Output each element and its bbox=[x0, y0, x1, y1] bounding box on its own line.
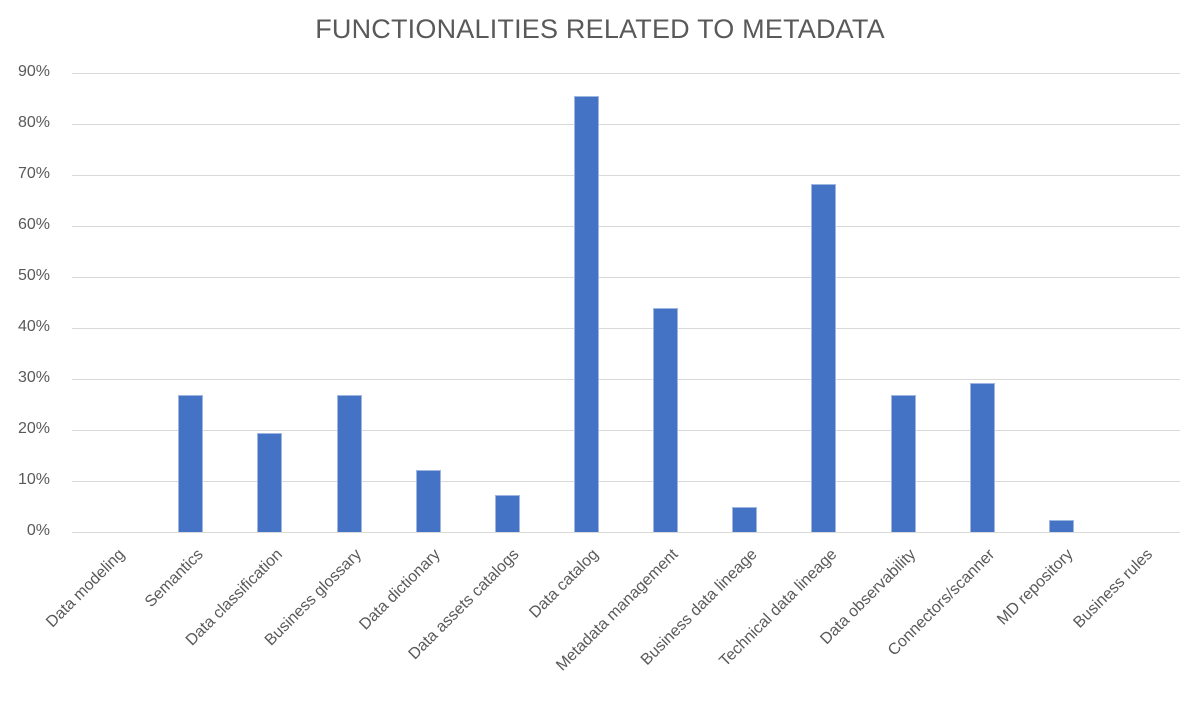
y-tick-label: 0% bbox=[26, 522, 50, 539]
x-tick-label: Data modeling bbox=[42, 546, 128, 631]
bar bbox=[336, 395, 362, 532]
y-tick-label: 60% bbox=[17, 216, 50, 233]
gridline bbox=[72, 532, 1180, 533]
bar bbox=[811, 183, 837, 532]
gridline bbox=[72, 277, 1180, 278]
x-tick-label: Semantics bbox=[141, 546, 207, 611]
bar bbox=[178, 395, 204, 532]
bar bbox=[969, 382, 995, 532]
bar bbox=[415, 469, 441, 532]
y-tick-label: 10% bbox=[17, 471, 50, 488]
x-tick-label: Data catalog bbox=[526, 546, 603, 622]
gridline bbox=[72, 481, 1180, 482]
y-tick-label: 80% bbox=[17, 114, 50, 131]
bar bbox=[494, 494, 520, 532]
gridline bbox=[72, 73, 1180, 74]
gridline bbox=[72, 175, 1180, 176]
gridline bbox=[72, 226, 1180, 227]
x-tick-label: Data dictionary bbox=[356, 546, 444, 634]
gridline bbox=[72, 328, 1180, 329]
y-tick-label: 70% bbox=[17, 165, 50, 182]
y-tick-label: 20% bbox=[17, 420, 50, 437]
x-tick-label: Business rules bbox=[1070, 546, 1157, 632]
y-tick-label: 50% bbox=[17, 267, 50, 284]
gridline bbox=[72, 124, 1180, 125]
bar bbox=[890, 395, 916, 532]
bar bbox=[257, 432, 283, 532]
bar bbox=[653, 308, 679, 532]
bar bbox=[1048, 519, 1074, 532]
x-tick-label: MD repository bbox=[994, 546, 1077, 629]
chart-title: FUNCTIONALITIES RELATED TO METADATA bbox=[315, 14, 885, 44]
gridline bbox=[72, 430, 1180, 431]
bar bbox=[573, 96, 599, 532]
y-tick-label: 30% bbox=[17, 369, 50, 386]
gridline bbox=[72, 379, 1180, 380]
plot-area bbox=[72, 73, 1180, 533]
y-tick-label: 90% bbox=[17, 63, 50, 80]
bar bbox=[732, 507, 758, 532]
y-tick-label: 40% bbox=[17, 318, 50, 335]
